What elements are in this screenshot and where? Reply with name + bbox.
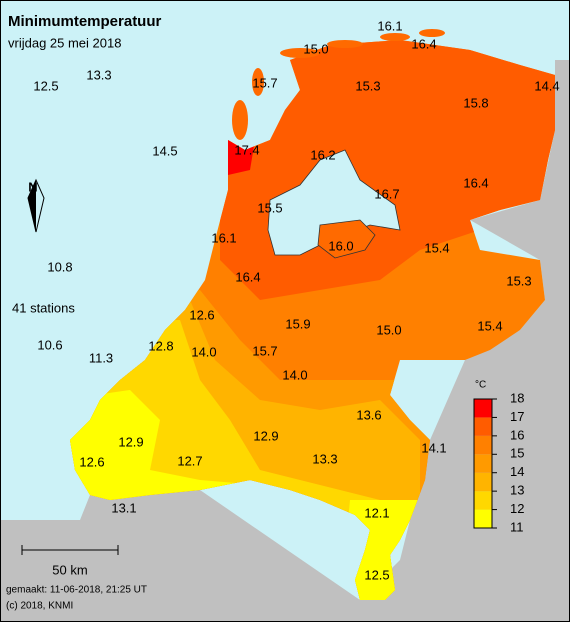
station-value: 16.4 <box>411 36 436 51</box>
legend-band <box>474 491 492 510</box>
legend-tick-label: 16 <box>510 427 524 442</box>
station-value: 15.3 <box>355 78 380 93</box>
station-value: 14.0 <box>191 344 216 359</box>
legend-tick-label: 12 <box>510 501 524 516</box>
station-value: 12.7 <box>177 453 202 468</box>
station-value: 14.1 <box>421 440 446 455</box>
legend-band <box>474 472 492 492</box>
legend-tick-label: 14 <box>510 464 524 479</box>
station-value: 14.0 <box>282 367 307 382</box>
station-value: 15.5 <box>257 200 282 215</box>
legend-tick-label: 18 <box>510 390 524 405</box>
legend-band <box>474 417 492 436</box>
station-value: 15.0 <box>376 322 401 337</box>
station-value: 17.4 <box>234 142 259 157</box>
station-value: 13.3 <box>86 67 111 82</box>
station-value: 15.4 <box>477 318 502 333</box>
station-value: 16.7 <box>374 186 399 201</box>
station-value: 15.4 <box>424 240 449 255</box>
station-value: 12.6 <box>79 454 104 469</box>
station-value: 16.4 <box>235 269 260 284</box>
station-value: 12.6 <box>189 307 214 322</box>
station-value: 10.8 <box>47 259 72 274</box>
station-value: 15.7 <box>252 75 277 90</box>
station-value: 11.3 <box>89 350 113 365</box>
station-value: 15.9 <box>285 316 310 331</box>
station-value: 10.6 <box>37 337 62 352</box>
north-label: N <box>28 179 37 194</box>
station-count: 41 stations <box>12 300 75 315</box>
station-value: 13.6 <box>356 407 381 422</box>
station-value: 12.8 <box>148 338 173 353</box>
ijsselmeer <box>267 149 401 256</box>
legend-band <box>474 509 492 528</box>
station-value: 12.5 <box>364 567 389 582</box>
station-value: 15.7 <box>252 343 277 358</box>
station-value: 14.4 <box>534 78 559 93</box>
legend-band <box>474 435 492 455</box>
title: Minimumtemperatuur <box>8 13 162 30</box>
station-value: 12.9 <box>118 434 143 449</box>
station-value: 15.8 <box>463 95 488 110</box>
footer-line: (c) 2018, KNMI <box>6 601 73 612</box>
legend-tick-label: 15 <box>510 446 524 461</box>
station-value: 13.3 <box>312 451 337 466</box>
station-value: 16.2 <box>310 147 335 162</box>
scale-label: 50 km <box>52 562 87 577</box>
station-value: 16.4 <box>463 175 488 190</box>
station-value: 16.1 <box>377 18 402 33</box>
wadden-islands <box>232 29 445 140</box>
north-arrow <box>27 178 45 233</box>
station-value: 12.9 <box>253 428 278 443</box>
legend-band <box>474 454 492 473</box>
legend-band <box>474 399 492 418</box>
station-value: 12.1 <box>364 505 389 520</box>
footer-line: gemaakt: 11-06-2018, 21:25 UT <box>6 585 147 596</box>
north-arrow-fill <box>28 180 36 232</box>
legend-tick-label: 11 <box>510 519 524 534</box>
legend-tick-label: 17 <box>510 409 524 424</box>
foreign-land <box>0 60 570 622</box>
station-value: 16.0 <box>328 238 353 253</box>
legend-frame <box>473 398 493 529</box>
station-value: 13.1 <box>111 500 136 515</box>
station-value: 15.0 <box>303 41 328 56</box>
subtitle: vrijdag 25 mei 2018 <box>8 35 121 50</box>
station-value: 15.3 <box>506 273 531 288</box>
legend-unit: °C <box>475 380 486 391</box>
legend-tick-label: 13 <box>510 483 524 498</box>
station-value: 16.1 <box>211 230 236 245</box>
station-value: 14.5 <box>152 143 177 158</box>
flevoland <box>317 219 376 259</box>
station-value: 12.5 <box>33 78 58 93</box>
